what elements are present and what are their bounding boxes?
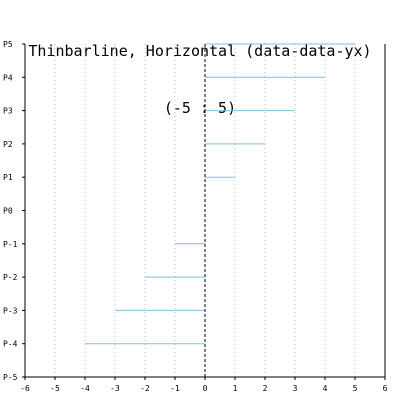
- y-tick-label: P4: [3, 73, 13, 82]
- x-tick-label: -4: [80, 384, 90, 393]
- x-tick-label: -1: [170, 384, 180, 393]
- y-tick-label: P-1: [3, 240, 18, 249]
- axes: [22, 43, 386, 380]
- y-tick-label: P-3: [3, 306, 18, 315]
- chart-title-line-2: (-5 : 5): [163, 99, 237, 117]
- x-tick-label: 2: [263, 384, 268, 393]
- y-tick-label: P5: [3, 40, 13, 49]
- x-tick-label: 1: [233, 384, 238, 393]
- chart-title: Thinbarline, Horizontal (data-data-yx) (…: [0, 4, 400, 137]
- x-tick-label: 3: [293, 384, 298, 393]
- x-tick-label: 5: [353, 384, 358, 393]
- y-tick-label: P3: [3, 107, 13, 116]
- chart-title-line-1: Thinbarline, Horizontal (data-data-yx): [28, 42, 372, 60]
- x-tick-label: -3: [110, 384, 120, 393]
- x-tick-label: 6: [383, 384, 388, 393]
- y-tick-label: P1: [3, 173, 13, 182]
- y-tick-label: P-5: [3, 373, 18, 382]
- bars: [55, 43, 355, 378]
- x-tick-label: 4: [323, 384, 328, 393]
- y-tick-label: P2: [3, 140, 13, 149]
- y-tick-label: P-4: [3, 340, 18, 349]
- x-tick-label: -6: [20, 384, 30, 393]
- x-tick-label: -2: [140, 384, 150, 393]
- x-tick-labels: -6 -5 -4 -3 -2 -1 0 1 2 3 4 5 6: [20, 384, 387, 393]
- x-tick-label: 0: [203, 384, 208, 393]
- y-tick-label: P-2: [3, 273, 18, 282]
- y-tick-label: P0: [3, 207, 13, 216]
- y-tick-labels: P-5 P-4 P-3 P-2 P-1 P0 P1 P2 P3 P4 P5: [3, 40, 18, 382]
- x-tick-label: -5: [50, 384, 60, 393]
